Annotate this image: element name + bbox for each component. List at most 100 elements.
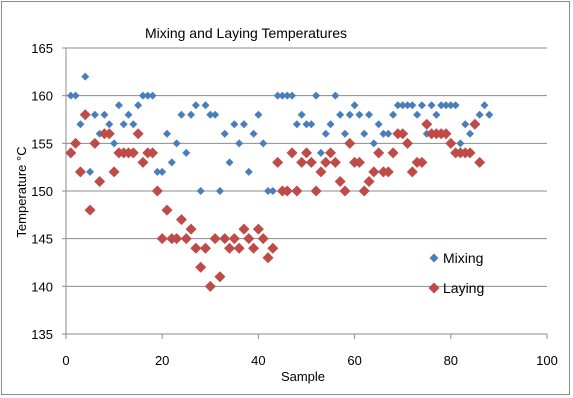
- data-point-mixing: [466, 130, 474, 138]
- data-point-laying: [152, 186, 163, 197]
- x-axis-label: Sample: [281, 369, 325, 384]
- data-point-laying: [267, 243, 278, 254]
- data-point-mixing: [355, 111, 363, 119]
- data-point-laying: [109, 166, 120, 177]
- data-point-laying: [469, 119, 480, 130]
- data-point-mixing: [120, 120, 128, 128]
- data-point-mixing: [375, 120, 383, 128]
- data-point-mixing: [211, 111, 219, 119]
- data-point-mixing: [216, 187, 224, 195]
- x-tick-label: 100: [536, 353, 558, 368]
- data-point-mixing: [418, 101, 426, 109]
- data-point-mixing: [240, 120, 248, 128]
- legend-marker-laying: [429, 283, 440, 294]
- data-point-laying: [263, 252, 274, 263]
- data-point-mixing: [110, 139, 118, 147]
- data-point-mixing: [149, 92, 157, 100]
- data-point-mixing: [370, 139, 378, 147]
- data-point-mixing: [76, 120, 84, 128]
- data-point-mixing: [428, 101, 436, 109]
- x-tick-label: 80: [444, 353, 458, 368]
- legend-label-mixing: Mixing: [443, 250, 483, 266]
- data-point-mixing: [81, 73, 89, 81]
- data-point-laying: [330, 157, 341, 168]
- data-point-laying: [421, 119, 432, 130]
- data-point-laying: [200, 243, 211, 254]
- data-point-mixing: [72, 92, 80, 100]
- data-point-mixing: [221, 130, 229, 138]
- data-point-laying: [133, 128, 144, 139]
- data-point-laying: [315, 166, 326, 177]
- data-point-mixing: [298, 111, 306, 119]
- data-point-laying: [445, 138, 456, 149]
- data-point-mixing: [254, 111, 262, 119]
- x-tick-label: 20: [155, 353, 169, 368]
- y-tick-label: 145: [31, 232, 53, 247]
- data-point-mixing: [192, 101, 200, 109]
- data-point-mixing: [158, 168, 166, 176]
- data-point-laying: [205, 281, 216, 292]
- data-point-mixing: [346, 111, 354, 119]
- data-point-mixing: [384, 130, 392, 138]
- data-point-mixing: [269, 187, 277, 195]
- data-point-laying: [291, 186, 302, 197]
- data-point-laying: [248, 243, 259, 254]
- data-point-laying: [75, 166, 86, 177]
- data-point-mixing: [322, 130, 330, 138]
- data-point-mixing: [115, 101, 123, 109]
- data-point-laying: [80, 109, 91, 120]
- data-point-laying: [364, 176, 375, 187]
- legend-item-laying: Laying: [429, 280, 485, 296]
- data-points: [65, 73, 493, 292]
- data-point-laying: [320, 157, 331, 168]
- data-point-laying: [301, 147, 312, 158]
- y-tick-label: 150: [31, 184, 53, 199]
- chart-title: Mixing and Laying Temperatures: [145, 25, 347, 41]
- data-point-laying: [335, 176, 346, 187]
- y-tick-label: 165: [31, 41, 53, 56]
- data-point-laying: [190, 243, 201, 254]
- data-point-mixing: [408, 101, 416, 109]
- data-point-laying: [373, 147, 384, 158]
- data-point-laying: [287, 147, 298, 158]
- data-point-mixing: [389, 111, 397, 119]
- data-point-mixing: [197, 187, 205, 195]
- data-point-laying: [210, 233, 221, 244]
- data-point-laying: [238, 224, 249, 235]
- y-axis-label: Temperature °C: [14, 146, 29, 237]
- data-point-laying: [272, 157, 283, 168]
- data-point-mixing: [327, 120, 335, 128]
- data-point-mixing: [177, 111, 185, 119]
- legend-item-mixing: Mixing: [430, 250, 484, 266]
- y-tick-labels: 135140145150155160165: [31, 41, 53, 342]
- data-point-laying: [407, 166, 418, 177]
- data-point-mixing: [476, 111, 484, 119]
- data-point-mixing: [360, 130, 368, 138]
- y-tick-label: 135: [31, 327, 53, 342]
- data-point-mixing: [331, 92, 339, 100]
- data-point-mixing: [480, 101, 488, 109]
- data-point-laying: [402, 138, 413, 149]
- data-point-mixing: [351, 101, 359, 109]
- data-point-laying: [344, 138, 355, 149]
- data-point-laying: [94, 176, 105, 187]
- data-point-laying: [195, 262, 206, 273]
- data-point-laying: [70, 138, 81, 149]
- y-tick-label: 160: [31, 89, 53, 104]
- data-point-mixing: [235, 139, 243, 147]
- data-point-mixing: [259, 139, 267, 147]
- data-point-laying: [162, 205, 173, 216]
- data-point-mixing: [100, 111, 108, 119]
- data-point-laying: [339, 186, 350, 197]
- data-point-laying: [306, 157, 317, 168]
- x-tick-label: 40: [251, 353, 265, 368]
- data-point-mixing: [163, 130, 171, 138]
- data-point-mixing: [250, 130, 258, 138]
- data-point-laying: [157, 233, 168, 244]
- legend: Mixing Laying: [429, 250, 485, 296]
- data-point-mixing: [168, 158, 176, 166]
- data-point-laying: [181, 233, 192, 244]
- data-point-laying: [137, 157, 148, 168]
- data-point-mixing: [336, 111, 344, 119]
